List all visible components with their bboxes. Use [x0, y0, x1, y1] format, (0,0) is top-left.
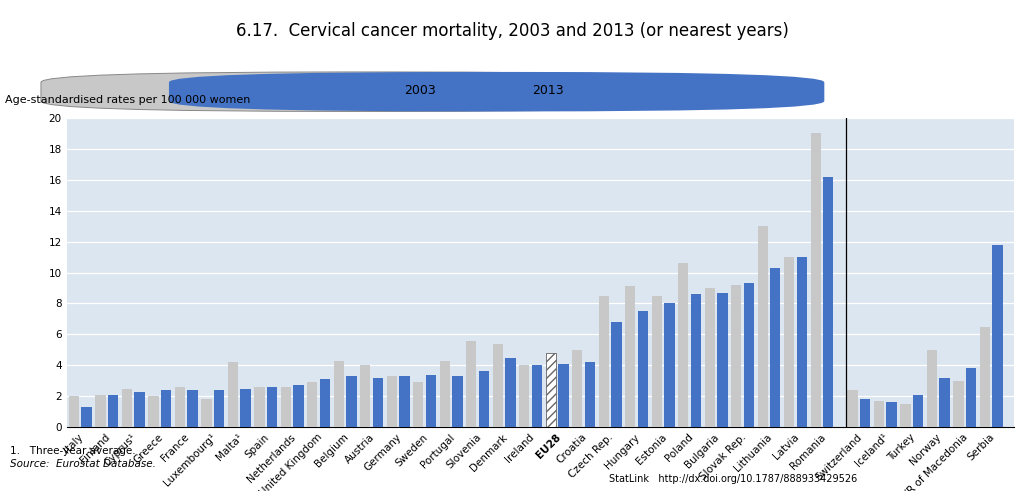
Bar [281, 387, 291, 427]
Bar [665, 303, 675, 427]
Bar [175, 387, 185, 427]
Bar [479, 372, 489, 427]
Bar [625, 286, 635, 427]
Bar [966, 368, 976, 427]
Bar [572, 350, 583, 427]
Bar [784, 257, 795, 427]
Bar [505, 357, 515, 427]
Text: 1.   Three-year average.: 1. Three-year average. [10, 446, 136, 456]
Bar [202, 399, 212, 427]
Bar [426, 375, 436, 427]
Bar [651, 296, 662, 427]
Bar [307, 382, 317, 427]
Bar [953, 381, 964, 427]
Bar [992, 245, 1002, 427]
Bar [493, 344, 503, 427]
Bar [860, 399, 870, 427]
Bar [214, 390, 224, 427]
Bar [82, 407, 92, 427]
Bar [913, 395, 924, 427]
Bar [69, 396, 79, 427]
Bar [797, 257, 807, 427]
Bar [387, 376, 397, 427]
Bar [743, 283, 754, 427]
Bar [678, 263, 688, 427]
FancyBboxPatch shape [169, 72, 824, 111]
Bar [161, 390, 171, 427]
Bar [638, 311, 648, 427]
Text: Age-standardised rates per 100 000 women: Age-standardised rates per 100 000 women [5, 95, 250, 106]
Bar [811, 133, 821, 427]
Bar [95, 395, 105, 427]
Bar [599, 296, 609, 427]
Bar [731, 285, 741, 427]
Bar [453, 376, 463, 427]
Bar [267, 387, 278, 427]
Bar [134, 392, 144, 427]
Bar [927, 350, 937, 427]
Bar [558, 364, 568, 427]
Bar [439, 361, 450, 427]
Bar [611, 322, 622, 427]
Bar [900, 404, 910, 427]
Bar [122, 388, 132, 427]
Bar [413, 382, 424, 427]
Bar [466, 341, 476, 427]
Bar [360, 365, 371, 427]
Bar [399, 376, 410, 427]
Bar [254, 387, 264, 427]
Bar [887, 403, 897, 427]
Bar [227, 362, 238, 427]
Bar [531, 365, 542, 427]
Bar [319, 379, 330, 427]
Bar [148, 396, 159, 427]
Bar [823, 177, 834, 427]
Bar [717, 293, 727, 427]
Bar [519, 365, 529, 427]
Bar [847, 390, 858, 427]
Bar [241, 388, 251, 427]
Bar [758, 226, 768, 427]
Bar [770, 268, 780, 427]
Text: 6.17.  Cervical cancer mortality, 2003 and 2013 (or nearest years): 6.17. Cervical cancer mortality, 2003 an… [236, 22, 788, 40]
Bar [691, 294, 701, 427]
Bar [980, 327, 990, 427]
Bar [373, 378, 383, 427]
Bar [108, 395, 118, 427]
Text: 2013: 2013 [532, 84, 564, 97]
Bar [346, 376, 356, 427]
Bar [293, 385, 304, 427]
Bar [939, 378, 949, 427]
Text: 2003: 2003 [404, 84, 436, 97]
Bar [585, 362, 595, 427]
Bar [546, 353, 556, 427]
FancyBboxPatch shape [41, 72, 696, 111]
Bar [705, 288, 715, 427]
Bar [334, 361, 344, 427]
Text: Source:  Eurostat Database.: Source: Eurostat Database. [10, 460, 156, 469]
Bar [187, 390, 198, 427]
Bar [873, 401, 884, 427]
Text: StatLink ​​​​​​​​  http://dx.doi.org/10.1787/888933429526: StatLink ​​​​​​​​ http://dx.doi.org/10.1… [609, 474, 857, 484]
